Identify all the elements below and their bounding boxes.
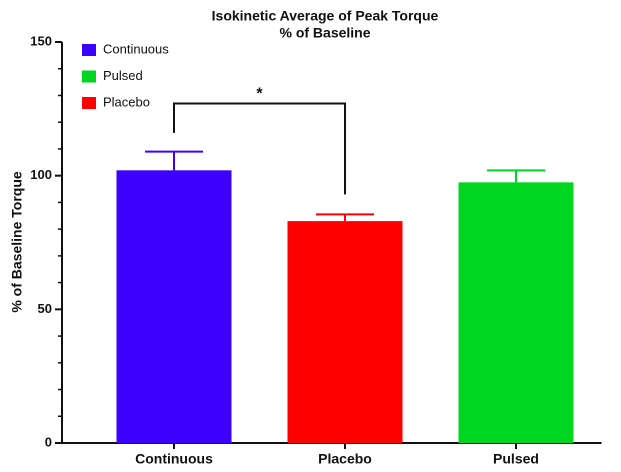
bar [287, 221, 403, 443]
legend-swatch [82, 97, 96, 109]
y-tick-label: 0 [45, 434, 52, 449]
legend-label: Placebo [103, 94, 150, 109]
y-tick-label: 50 [38, 301, 52, 316]
bar [116, 170, 232, 443]
y-tick-label: 100 [30, 167, 52, 182]
chart-subtitle: % of Baseline [279, 25, 370, 41]
x-tick-label: Continuous [135, 451, 213, 467]
legend-label: Pulsed [103, 68, 143, 83]
y-tick-label: 150 [30, 33, 52, 48]
significance-label: * [256, 86, 263, 103]
chart-title: Isokinetic Average of Peak Torque [212, 8, 439, 24]
x-tick-label: Pulsed [493, 451, 539, 467]
x-tick-label: Placebo [318, 451, 372, 467]
legend-label: Continuous [103, 41, 169, 56]
bar [458, 182, 574, 443]
significance-bracket [173, 102, 346, 195]
y-axis-label: % of Baseline Torque [9, 171, 25, 313]
legend-swatch [82, 44, 96, 56]
legend-swatch [82, 70, 96, 83]
